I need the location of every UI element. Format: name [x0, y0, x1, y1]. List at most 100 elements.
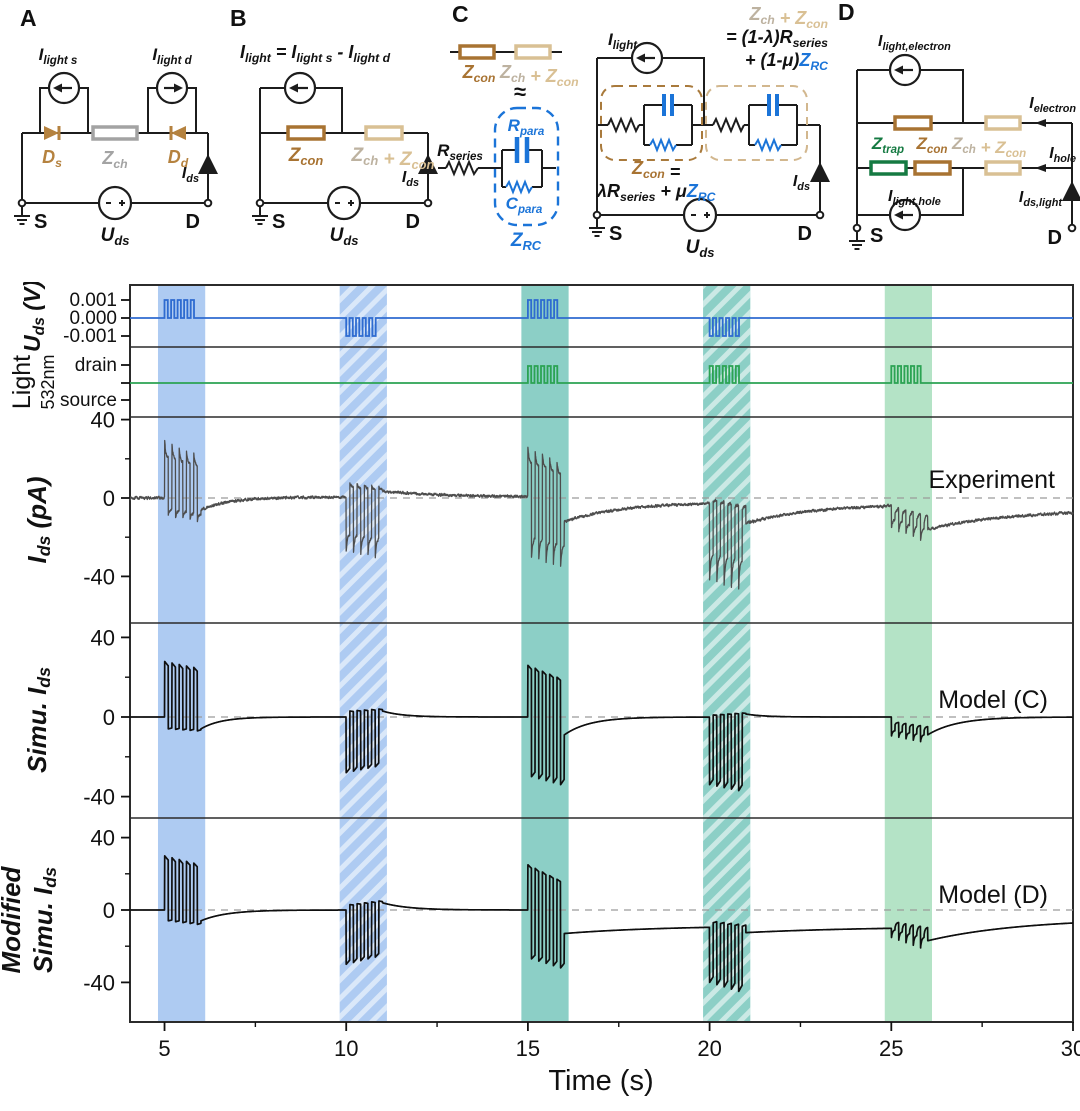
current-source-electron: [888, 53, 922, 87]
panel-label-e: E: [12, 282, 27, 285]
drain-node: [815, 210, 825, 220]
zigzag: [712, 116, 745, 134]
label-zch-plus-zcon: Zch + Zcon: [951, 134, 1026, 160]
highlight-band: [521, 285, 569, 1022]
annotation-experiment: Experiment: [929, 466, 1055, 494]
model_d-trace: [129, 855, 1074, 993]
uds-axis-label: Uds (V): [19, 282, 48, 352]
equation-i-light: Ilight = Ilight s - Ilight d: [240, 42, 391, 65]
panel-borders: [129, 284, 1074, 1023]
impedance-zch-box: [91, 125, 139, 141]
eq-right-line2: = (1-λ)Rseries: [726, 27, 828, 50]
label-ids: Ids: [182, 165, 199, 185]
label-s: S: [870, 225, 883, 247]
label-i-light-d: Ilight d: [152, 45, 192, 67]
zigzag: [607, 116, 640, 134]
ztrap-box: [869, 160, 908, 176]
current-source-light: [630, 41, 664, 75]
highlight-band-hatch: [339, 285, 387, 1022]
light-tick-label: drain: [75, 355, 117, 376]
x-axis-title: Time (s): [548, 1065, 653, 1097]
diode-dd-icon: [171, 126, 186, 140]
zchcon-box: [514, 44, 552, 60]
plot-outer-border: [129, 284, 1074, 1023]
y-tick-label: 40: [91, 826, 115, 851]
light-wavelength-label: 532nm: [38, 354, 58, 409]
resistor-zigzag-blue: [754, 137, 782, 153]
diode-ds-icon: [44, 126, 59, 140]
label-ids-light: Ids,light: [1019, 189, 1062, 209]
label-rseries: Rseries: [437, 141, 483, 163]
ground-icon: [13, 206, 31, 225]
y-tick-label: 0: [103, 705, 115, 730]
experiment-trace: [129, 439, 1074, 590]
voltage-source: [97, 185, 133, 221]
label-uds: Uds: [330, 225, 359, 248]
label-zcon: Zcon: [916, 134, 948, 156]
drain-node: [423, 198, 433, 208]
annotation-model-d: Model (D): [938, 881, 1048, 909]
label-i-hole: Ihole: [1049, 145, 1076, 165]
uds-tick-label: -0.001: [63, 326, 117, 347]
parallel-block-wires: [438, 149, 556, 188]
label-i-light-hole: Ilight,hole: [888, 188, 941, 208]
zchcon-dashed-box: [705, 85, 808, 161]
highlight-band: [884, 285, 933, 1022]
ground-icon: [848, 231, 866, 250]
label-ds: Ds: [42, 147, 62, 170]
x-tick-label: 5: [158, 1036, 170, 1061]
drain-node: [1067, 223, 1077, 233]
block2-wires: [748, 104, 798, 146]
modified-axis-label-line1: Modified: [0, 865, 26, 973]
resistor-zigzag-blue: [505, 179, 533, 195]
uds-tick-label: 0.001: [69, 290, 117, 311]
panel-label-c: C: [452, 1, 469, 27]
highlight-band-hatch: [703, 285, 751, 1022]
source-node: [852, 223, 862, 233]
label-d: D: [406, 211, 420, 233]
label-d: D: [798, 223, 812, 245]
eq-left-line1: Zcon =: [631, 158, 681, 182]
label-i-electron: Ielectron: [1029, 95, 1076, 115]
zrc-dashed-outline: [493, 106, 560, 227]
model_c-trace: [129, 660, 1074, 792]
source-node: [17, 198, 27, 208]
x-tick-label: 10: [334, 1036, 358, 1061]
impedance-zchcon-box: [364, 125, 404, 141]
simu-ids-axis-label: Simu. Ids: [22, 667, 54, 773]
label-zch: Zch: [101, 148, 127, 171]
label-cpara: Cpara: [506, 194, 543, 216]
impedance-zcon-box: [286, 125, 326, 141]
label-ztrap: Ztrap: [871, 134, 904, 156]
label-rpara: Rpara: [508, 116, 545, 138]
light-trace: [130, 365, 1073, 384]
label-dd: Dd: [168, 147, 189, 170]
ids-axis-label: Ids (pA): [22, 476, 54, 563]
axis-labels: Uds (V) Light 532nm Ids (pA) Simu. Ids M…: [0, 282, 1055, 1097]
label-i-light-electron: Ilight,electron: [878, 33, 951, 53]
label-uds: Uds: [101, 225, 130, 248]
circuit-d: D Ilight,electron Ztrap Zcon Zch + Zcon …: [838, 0, 1080, 250]
electron-current-arrow: [1035, 119, 1046, 127]
x-tick-label: 25: [879, 1036, 903, 1061]
wires: [856, 69, 1073, 228]
eq-right-line1: Zch + Zcon: [748, 4, 828, 31]
resistor-zigzag-blue: [649, 137, 677, 153]
eq-left-line2: λRseries + μZRC: [596, 181, 716, 204]
y-tick-label: 0: [103, 486, 115, 511]
panel-label-a: A: [20, 5, 37, 31]
wires: [259, 87, 429, 204]
circuit-b: B Ilight = Ilight s - Ilight d Zcon Zch …: [230, 5, 438, 248]
panel-label-b: B: [230, 5, 247, 31]
drain-node: [203, 198, 213, 208]
circuit-diagrams: A Ilight s Ilight d Ds Zch Dd Ids Uds S …: [13, 0, 1080, 260]
data-traces: [129, 299, 1074, 993]
label-ids: Ids: [793, 173, 810, 193]
label-zrc: ZRC: [510, 230, 542, 253]
panel-e-plot: 0.0010.000-0.001drainsource400-40400-404…: [0, 282, 1080, 1097]
voltage-source: [326, 185, 362, 221]
y-tick-label: 40: [91, 625, 115, 650]
label-s: S: [272, 211, 285, 233]
current-source-light: [283, 71, 317, 105]
y-tick-label: -40: [83, 970, 115, 995]
